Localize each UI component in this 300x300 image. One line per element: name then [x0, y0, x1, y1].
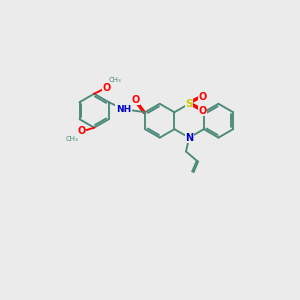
Text: N: N: [185, 133, 193, 142]
Text: O: O: [102, 82, 111, 93]
Text: CH₃: CH₃: [109, 77, 122, 83]
Text: NH: NH: [116, 105, 131, 114]
Text: O: O: [198, 106, 206, 116]
Text: O: O: [132, 95, 140, 105]
Text: O: O: [78, 127, 86, 136]
Text: CH₃: CH₃: [66, 136, 79, 142]
Text: S: S: [185, 99, 193, 109]
Text: O: O: [198, 92, 206, 102]
